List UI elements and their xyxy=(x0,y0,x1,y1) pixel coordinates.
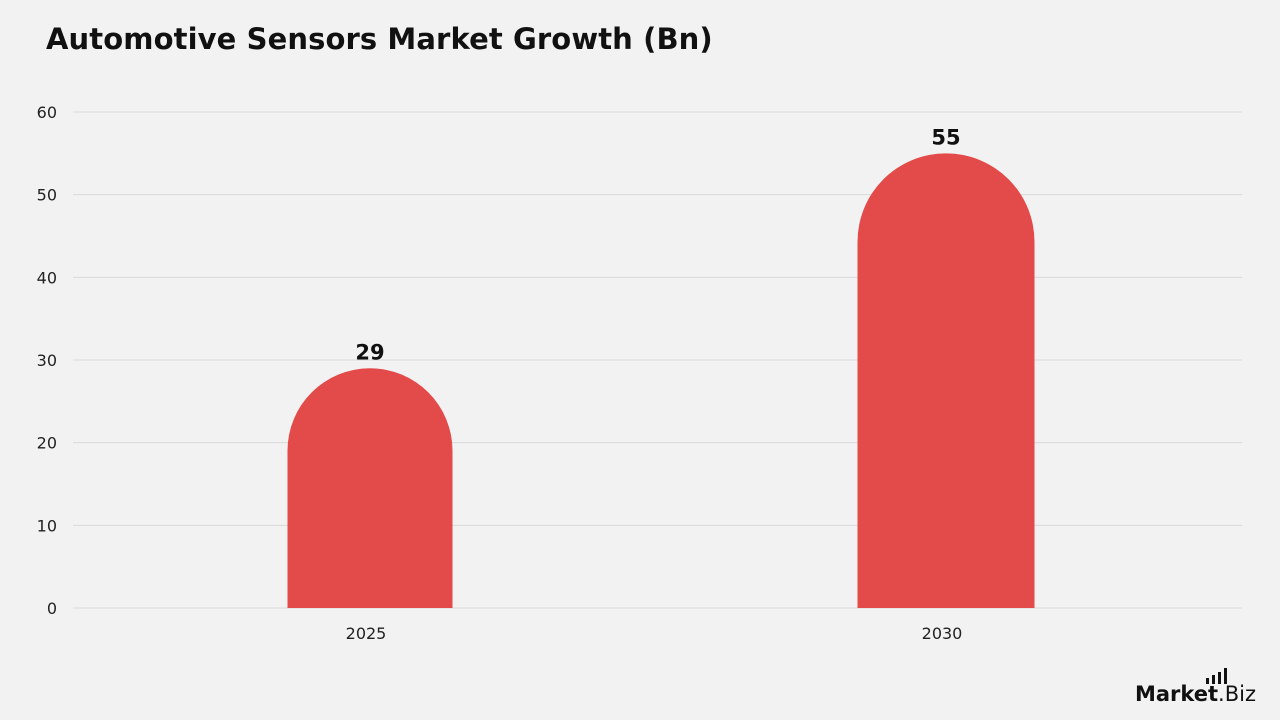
data-label: 29 xyxy=(355,340,384,364)
bar-2030 xyxy=(857,153,1035,609)
x-tick-label: 2030 xyxy=(922,624,963,643)
y-tick-label: 20 xyxy=(37,434,57,453)
bar-chart-icon xyxy=(1205,668,1227,684)
brand-name: Market xyxy=(1134,682,1219,706)
y-tick-label: 50 xyxy=(37,186,57,205)
y-tick-label: 40 xyxy=(37,268,57,287)
y-tick-label: 60 xyxy=(37,103,57,122)
brand-tld: .Biz xyxy=(1218,682,1256,706)
data-label: 55 xyxy=(931,125,960,149)
y-tick-label: 0 xyxy=(47,599,57,618)
x-tick-label: 2025 xyxy=(346,624,387,643)
chart-title: Automotive Sensors Market Growth (Bn) xyxy=(46,22,713,56)
y-tick-label: 10 xyxy=(37,516,57,535)
bar-2025 xyxy=(287,368,453,608)
y-tick-label: 30 xyxy=(37,351,57,370)
brand-logo: Market .Biz xyxy=(1134,668,1256,706)
